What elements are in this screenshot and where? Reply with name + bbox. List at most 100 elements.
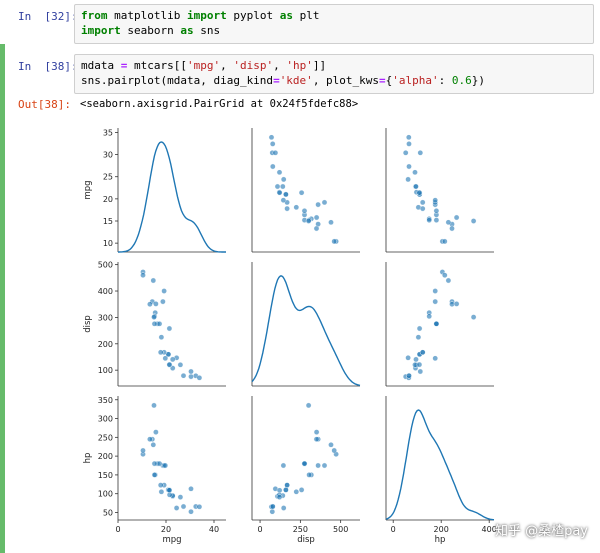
x-tick-label: 500 <box>333 525 348 534</box>
scatter-point <box>445 277 452 284</box>
scatter-point <box>269 508 276 515</box>
output-prompt: Out[38]: <box>18 98 71 111</box>
y-tick-label: 500 <box>98 261 113 270</box>
code-operator: = <box>379 74 386 87</box>
scatter-point <box>417 368 424 375</box>
code-text: ]] <box>312 59 327 72</box>
code-keyword: import <box>186 9 227 22</box>
x-tick-label: 400 <box>482 525 497 534</box>
scatter-point <box>416 325 423 332</box>
watermark: 知乎 @桑楂pay <box>494 524 588 539</box>
code-text: : <box>438 74 452 87</box>
y-tick-label: 25 <box>103 173 113 182</box>
scatter-point <box>406 372 412 379</box>
x-tick-label: 0 <box>115 525 120 534</box>
y-tick-label: 350 <box>98 396 113 405</box>
scatter-point <box>140 272 146 279</box>
scatter-point <box>162 462 169 469</box>
panel-hp-vs-disp: 0 250 500 disp <box>251 396 360 545</box>
y-tick-label: 200 <box>98 340 113 349</box>
scatter-point <box>470 314 477 320</box>
code-text: matplotlib <box>107 9 187 22</box>
scatter-point <box>166 487 173 494</box>
scatter-point <box>432 197 439 203</box>
scatter-point <box>269 503 276 510</box>
scatter-point <box>280 197 287 203</box>
cell2-prompt: In [38]: <box>18 60 78 73</box>
scatter-point <box>284 482 290 488</box>
y-tick-label: 400 <box>98 287 113 296</box>
scatter-point <box>402 149 409 156</box>
x-axis-label: disp <box>297 535 315 545</box>
y-tick-label: 20 <box>103 195 113 204</box>
x-tick-label: 200 <box>434 525 449 534</box>
code-text: , <box>273 59 287 72</box>
kde-curve-mpg <box>118 141 226 253</box>
scatter-point <box>305 218 312 224</box>
x-tick-label: 20 <box>161 525 171 534</box>
code-text: sns <box>193 24 221 37</box>
scatter-point <box>283 487 289 493</box>
code-operator: = <box>120 59 128 72</box>
y-tick-label: 15 <box>103 217 113 226</box>
y-axis-label: mpg <box>83 180 93 199</box>
scatter-point <box>151 314 157 320</box>
scatter-point <box>313 429 320 435</box>
scatter-point <box>161 288 167 294</box>
scatter-point <box>433 320 440 327</box>
code-keyword: as <box>180 24 194 37</box>
scatter-point <box>158 334 165 341</box>
scatter-point <box>188 368 194 375</box>
scatter-point <box>413 183 419 190</box>
scatter-point <box>321 462 328 469</box>
scatter-point <box>413 356 419 363</box>
scatter-point <box>405 176 411 183</box>
code-text: , <box>220 59 234 72</box>
scatter-point <box>441 238 448 245</box>
kde-curve-disp <box>251 275 361 387</box>
code-string: 'mpg' <box>186 59 221 72</box>
y-tick-label: 35 <box>103 128 113 137</box>
scatter-point <box>470 218 477 224</box>
scatter-point <box>301 207 308 214</box>
scatter-point <box>177 494 184 500</box>
panel-mpg-vs-hp <box>385 128 494 253</box>
cell2-input[interactable]: mdata = mtcars[['mpg', 'disp', 'hp']] sn… <box>74 54 594 94</box>
scatter-point <box>276 487 283 494</box>
code-keyword: import <box>81 24 121 37</box>
scatter-point <box>280 176 287 183</box>
scatter-point <box>406 141 412 147</box>
scatter-point <box>315 462 321 469</box>
scatter-point <box>272 149 279 156</box>
scatter-point <box>305 402 312 409</box>
scatter-point <box>188 373 194 380</box>
scatter-point <box>156 320 163 327</box>
scatter-point <box>449 225 455 232</box>
code-string: 'disp' <box>233 59 274 72</box>
scatter-point <box>150 277 157 284</box>
code-text: mdata <box>81 59 121 72</box>
scatter-point <box>147 301 153 308</box>
y-tick-label: 100 <box>98 490 113 499</box>
code-text: plt <box>292 9 320 22</box>
y-axis-label: hp <box>83 453 93 464</box>
scatter-point <box>283 191 289 198</box>
code-operator: = <box>273 74 280 87</box>
scatter-point <box>269 141 276 147</box>
cell1-input[interactable]: from matplotlib import pyplot as plt imp… <box>74 4 594 44</box>
y-axis-label: disp <box>83 315 93 333</box>
scatter-point <box>328 219 334 226</box>
y-tick-label: 200 <box>98 452 113 461</box>
scatter-point <box>269 163 276 170</box>
panel-hp-vs-hp: 0 200 400 hp <box>385 396 497 545</box>
scatter-point <box>151 472 158 478</box>
scatter-point <box>419 349 426 356</box>
scatter-point <box>293 204 300 211</box>
scatter-point <box>331 238 338 245</box>
x-axis-label: mpg <box>162 535 181 545</box>
scatter-point <box>321 199 328 206</box>
y-tick-label: 10 <box>103 239 113 248</box>
x-axis-label: hp <box>435 535 446 545</box>
scatter-point <box>180 503 187 510</box>
